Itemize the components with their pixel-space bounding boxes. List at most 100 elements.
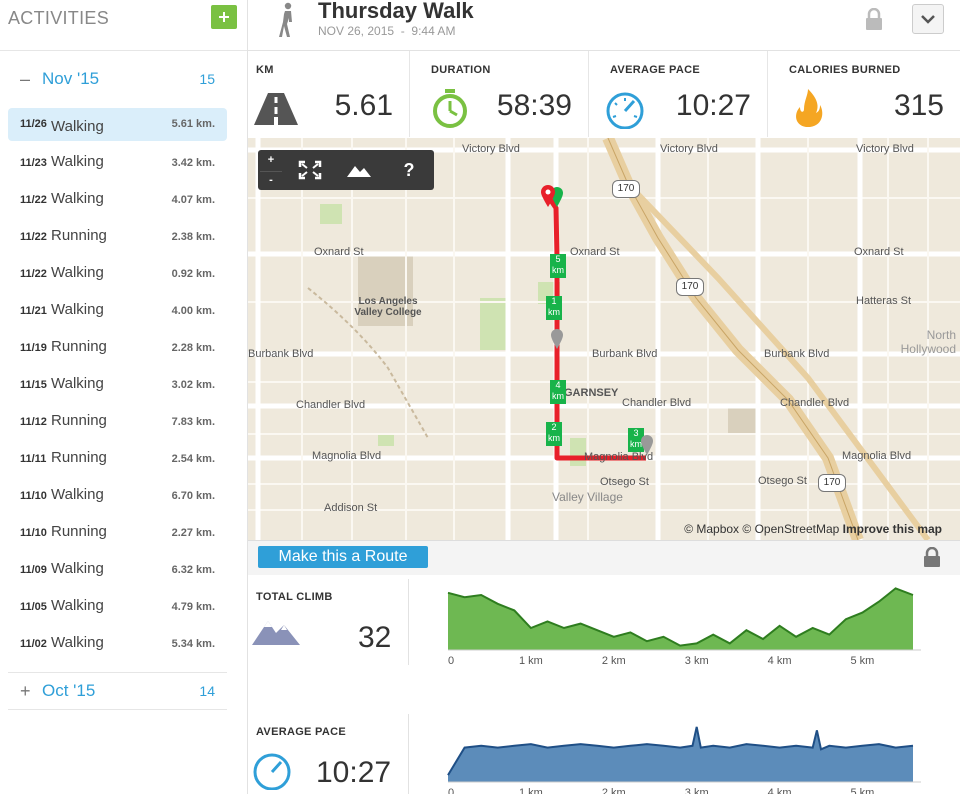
- series-line: [447, 587, 914, 647]
- stat-value: 5.61: [334, 89, 393, 122]
- x-tick-label: 2 km: [602, 787, 626, 794]
- activity-dist: 3.42 km.: [171, 157, 215, 169]
- activity-item[interactable]: 11/22 Running 2.38 km.: [8, 219, 227, 256]
- activity-item[interactable]: 11/12 Running 7.83 km.: [8, 404, 227, 441]
- collapse-icon: –: [20, 69, 31, 89]
- lock-icon[interactable]: [864, 8, 884, 30]
- activity-type: Running: [51, 338, 107, 355]
- pace-panel: AVERAGE PACE 10:27: [248, 712, 960, 794]
- x-tick-label: 3 km: [685, 787, 709, 794]
- add-activity-button[interactable]: [211, 5, 237, 29]
- activity-dist: 4.07 km.: [171, 194, 215, 206]
- activity-item[interactable]: 11/09 Walking 6.32 km.: [8, 552, 227, 589]
- street-label: Burbank Blvd: [764, 348, 830, 360]
- route-bar: Make this a Route: [248, 540, 960, 575]
- stat-duration: DURATION 58:39: [410, 51, 589, 137]
- zoom-in-button[interactable]: +: [267, 154, 275, 166]
- midpoint-pin-icon: [641, 435, 653, 455]
- chevron-down-icon: [921, 15, 935, 24]
- route-map[interactable]: Victory Blvd Victory Blvd Victory Blvd O…: [248, 138, 960, 540]
- street-label: Chandler Blvd: [780, 397, 850, 409]
- activity-item[interactable]: 11/10 Running 2.27 km.: [8, 515, 227, 552]
- activity-item[interactable]: 11/22 Walking 4.07 km.: [8, 182, 227, 219]
- x-tick-label: 5 km: [850, 787, 874, 794]
- stat-label: KM: [256, 64, 274, 76]
- stat-value: 10:27: [675, 89, 751, 122]
- activity-time: 9:44 AM: [411, 24, 456, 38]
- activity-date: 11/11: [20, 453, 47, 465]
- series-line: [447, 726, 914, 776]
- activity-item[interactable]: 11/05 Walking 4.79 km.: [8, 589, 227, 626]
- street-label: Magnolia Blvd: [312, 450, 382, 462]
- stat-average-pace: AVERAGE PACE 10:27: [589, 51, 768, 137]
- km-marker: 3 km: [628, 428, 644, 452]
- pace-value: 10:27: [316, 756, 392, 789]
- lock-icon[interactable]: [923, 547, 941, 567]
- activity-date: NOV 26, 2015: [318, 24, 395, 38]
- x-tick-label: 0: [448, 787, 454, 794]
- activity-item[interactable]: 11/23 Walking 3.42 km.: [8, 145, 227, 182]
- x-tick-label: 4 km: [768, 655, 792, 667]
- climb-chart: 0 1 km 2 km 3 km 4 km 5 km: [447, 587, 921, 667]
- activity-header: Thursday Walk NOV 26, 2015 - 9:44 AM: [248, 0, 960, 51]
- stat-calories: CALORIES BURNED 315: [768, 51, 960, 137]
- activity-item[interactable]: 11/15 Walking 3.02 km.: [8, 367, 227, 404]
- osm-credit[interactable]: © OpenStreetMap: [742, 522, 840, 536]
- fullscreen-icon[interactable]: [298, 160, 322, 180]
- x-tick-label: 2 km: [602, 655, 626, 667]
- mapbox-credit[interactable]: © Mapbox: [684, 522, 740, 536]
- activity-detail: Thursday Walk NOV 26, 2015 - 9:44 AM KM …: [248, 0, 960, 794]
- activity-item[interactable]: 11/22 Walking 0.92 km.: [8, 256, 227, 293]
- area-fill: [448, 588, 913, 650]
- x-tick-label: 1 km: [519, 655, 543, 667]
- activity-list: 11/26 Walking 5.61 km. 11/23 Walking 3.42 km.…: [8, 108, 227, 663]
- month-group-oct[interactable]: + Oct '15 14: [8, 672, 227, 710]
- km-marker: 1 km: [546, 296, 562, 320]
- date-separator: -: [400, 24, 405, 38]
- road-icon: [254, 93, 298, 125]
- activity-type: Walking: [51, 153, 104, 170]
- make-route-button[interactable]: Make this a Route: [258, 546, 428, 568]
- activity-item[interactable]: 11/10 Walking 6.70 km.: [8, 478, 227, 515]
- help-button[interactable]: ?: [403, 160, 415, 180]
- activity-dist: 3.02 km.: [171, 379, 215, 391]
- climb-panel: TOTAL CLIMB 32: [248, 575, 960, 705]
- place-label: North Hollywood: [900, 328, 956, 356]
- activity-type: Walking: [51, 190, 104, 207]
- activity-type: Walking: [51, 486, 104, 503]
- activity-type: Walking: [51, 118, 104, 135]
- walking-icon: [279, 2, 292, 37]
- stopwatch-icon: [433, 89, 467, 128]
- highway-shield: 170: [818, 474, 846, 492]
- activity-type: Running: [51, 523, 107, 540]
- activity-type: Walking: [51, 301, 104, 318]
- x-tick-label: 5 km: [850, 655, 874, 667]
- activity-item[interactable]: 11/02 Walking 5.34 km.: [8, 626, 227, 663]
- x-tick-label: 1 km: [519, 787, 543, 794]
- activity-item[interactable]: 11/21 Walking 4.00 km.: [8, 293, 227, 330]
- activity-type: Walking: [51, 634, 104, 651]
- activity-item[interactable]: 11/19 Running 2.28 km.: [8, 330, 227, 367]
- stat-distance: KM 5.61: [248, 51, 410, 137]
- pace-label: AVERAGE PACE: [256, 726, 346, 738]
- activity-date: 11/22: [20, 194, 47, 206]
- street-label: Chandler Blvd: [296, 399, 366, 411]
- options-dropdown-button[interactable]: [912, 4, 944, 34]
- zoom-out-button[interactable]: -: [260, 171, 282, 188]
- improve-map-link[interactable]: Improve this map: [842, 522, 942, 536]
- activity-dist: 5.34 km.: [171, 638, 215, 650]
- terrain-icon[interactable]: [346, 162, 372, 178]
- activity-date: 11/21: [20, 305, 47, 317]
- month-group-nov[interactable]: – Nov '15 15: [8, 51, 227, 105]
- end-pin-icon: [541, 185, 555, 207]
- month-label: Nov '15: [42, 69, 100, 88]
- month-label: Oct '15: [42, 681, 96, 700]
- activity-date: 11/19: [20, 342, 47, 354]
- panel-divider: [408, 714, 409, 794]
- sidebar-header: ACTIVITIES: [0, 0, 247, 51]
- activity-date: 11/05: [20, 601, 47, 613]
- street-label: Addison St: [324, 502, 378, 514]
- activity-item[interactable]: 11/11 Running 2.54 km.: [8, 441, 227, 478]
- activity-item[interactable]: 11/26 Walking 5.61 km.: [8, 108, 227, 141]
- climb-label: TOTAL CLIMB: [256, 591, 333, 603]
